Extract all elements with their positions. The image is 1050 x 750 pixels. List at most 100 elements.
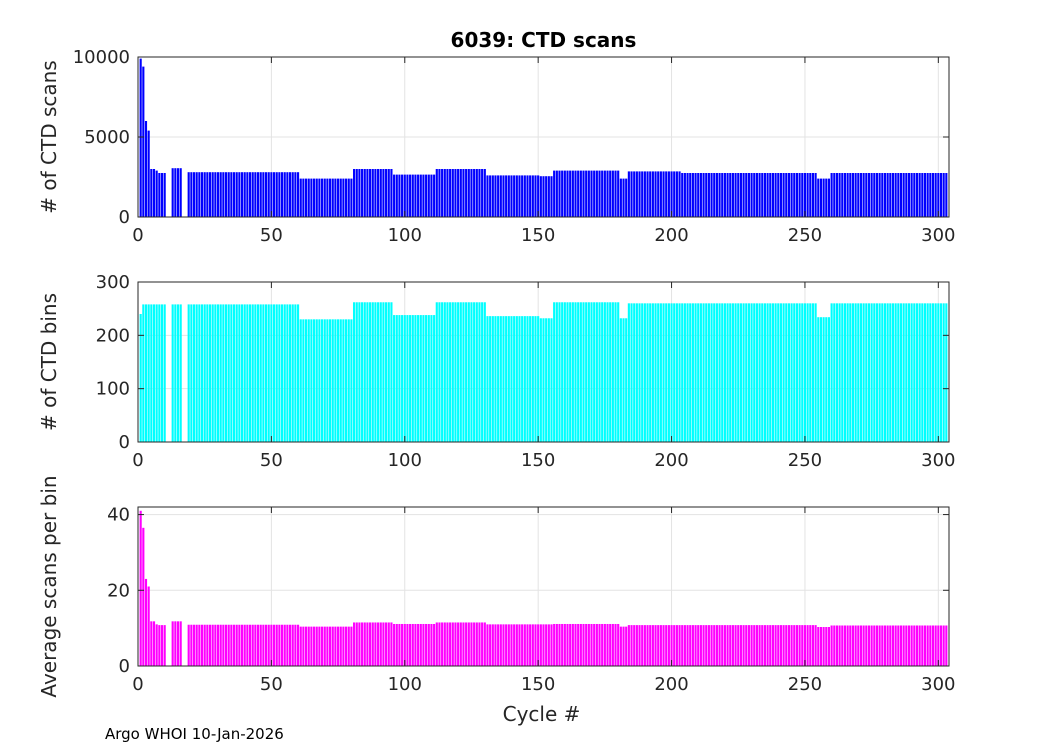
bar <box>489 316 492 442</box>
bar <box>862 303 865 442</box>
bar <box>315 319 318 442</box>
bar <box>248 624 252 666</box>
bar <box>505 175 508 217</box>
bar <box>902 173 905 217</box>
bar <box>262 624 265 666</box>
bar <box>350 178 353 217</box>
bar <box>427 174 430 217</box>
bar <box>662 625 665 666</box>
bar <box>507 624 510 666</box>
bar <box>689 625 692 666</box>
bar <box>878 625 881 666</box>
bar <box>643 303 646 442</box>
bar <box>451 622 454 666</box>
bar <box>670 171 673 217</box>
bar <box>486 316 489 442</box>
bar <box>481 622 484 666</box>
bar <box>521 316 524 442</box>
bar <box>569 302 572 442</box>
bar <box>657 171 660 217</box>
bar <box>390 302 393 442</box>
bar <box>523 175 526 217</box>
x-tick-label: 0 <box>132 225 143 246</box>
bar <box>715 625 718 666</box>
bar <box>291 624 294 666</box>
bar <box>323 319 326 442</box>
bar <box>374 302 377 442</box>
bar <box>774 625 777 666</box>
bar <box>478 622 481 666</box>
bar <box>678 171 681 217</box>
bar <box>771 625 774 666</box>
bar <box>214 172 217 217</box>
bar <box>934 625 937 666</box>
bar <box>526 316 529 442</box>
bar <box>283 304 286 442</box>
bar <box>534 175 537 217</box>
bar <box>430 623 433 666</box>
bar <box>139 58 142 217</box>
bar <box>313 178 316 217</box>
bar <box>307 319 310 442</box>
bar <box>147 304 150 442</box>
bar <box>801 303 804 442</box>
axes-box <box>137 506 950 667</box>
bar <box>171 621 174 666</box>
bar <box>721 173 724 217</box>
bar <box>379 302 382 442</box>
bar <box>697 625 700 666</box>
bar <box>721 303 724 442</box>
bar <box>240 624 244 666</box>
bar <box>419 174 422 217</box>
bar <box>195 624 198 666</box>
bar <box>278 624 281 666</box>
bar <box>638 303 641 442</box>
bar <box>345 178 348 217</box>
y-tick-label: 0 <box>119 432 130 453</box>
bar <box>635 171 638 217</box>
bar <box>152 621 156 666</box>
x-tick-label: 150 <box>521 674 555 695</box>
bar <box>438 622 441 666</box>
bar <box>521 175 524 217</box>
bar <box>475 622 478 666</box>
bar <box>875 303 879 442</box>
bar <box>913 625 916 666</box>
bar <box>337 178 340 217</box>
bar <box>377 622 380 666</box>
y-tick-label: 0 <box>119 656 130 677</box>
bar <box>681 625 684 666</box>
bar <box>334 178 337 217</box>
bar <box>254 172 257 217</box>
bar <box>886 303 889 442</box>
bar <box>515 175 518 217</box>
bar <box>243 304 246 442</box>
bar <box>539 624 542 666</box>
bar <box>465 302 468 442</box>
bar <box>937 625 940 666</box>
bar <box>494 175 497 217</box>
bar <box>790 303 793 442</box>
bar <box>918 303 921 442</box>
bar <box>611 623 614 666</box>
bar <box>731 625 734 666</box>
bar <box>139 510 142 666</box>
bar <box>926 625 929 666</box>
bar <box>547 624 550 666</box>
bar <box>619 626 622 666</box>
bar <box>283 624 286 666</box>
bar <box>361 302 364 442</box>
bar <box>222 172 225 217</box>
bar <box>910 303 913 442</box>
bar <box>745 173 748 217</box>
bar <box>507 175 510 217</box>
bar <box>417 623 420 666</box>
bar <box>889 303 892 442</box>
bar <box>307 626 310 666</box>
bar <box>403 623 406 666</box>
bar <box>499 624 502 666</box>
bar <box>451 169 454 217</box>
bar <box>801 625 804 666</box>
bar <box>411 623 414 666</box>
bar <box>865 625 868 666</box>
